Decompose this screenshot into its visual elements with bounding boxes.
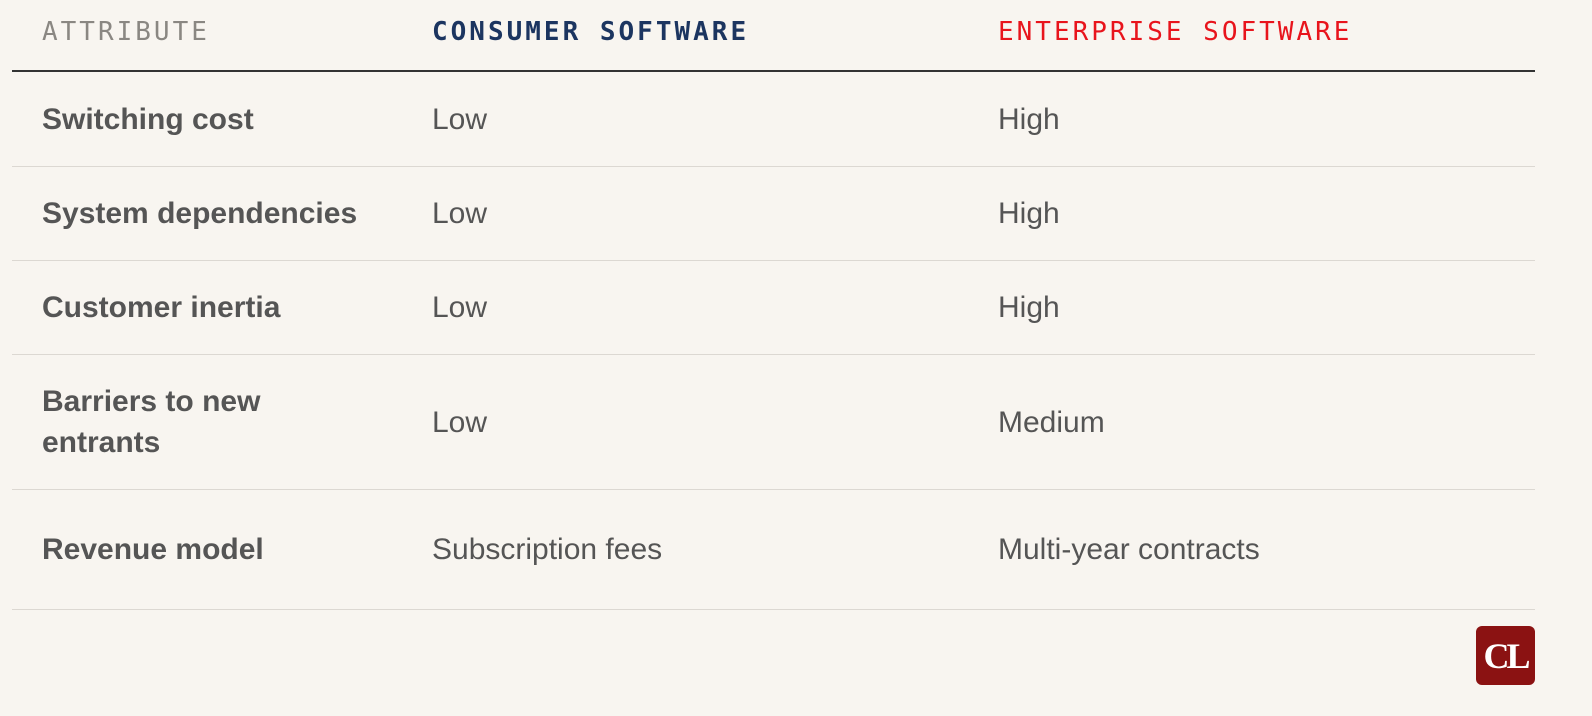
value-cell: Medium: [998, 405, 1105, 439]
value-cell: High: [998, 197, 1060, 230]
header-row: ATTRIBUTE CONSUMER SOFTWARE ENTERPRISE S…: [12, 0, 1535, 72]
header-cell: ATTRIBUTE: [42, 17, 210, 47]
table-row: System dependencies Low High: [12, 167, 1535, 261]
value-cell: Low: [432, 405, 488, 439]
value-cell: Low: [432, 197, 488, 230]
attribute-cell: Barriers to new entrants: [42, 385, 261, 459]
attribute-cell: Revenue model: [42, 533, 264, 566]
table-row: Switching cost Low High: [12, 72, 1535, 167]
header-cell: ENTERPRISE SOFTWARE: [998, 17, 1353, 47]
attribute-cell: Customer inertia: [42, 291, 281, 324]
value-cell: Low: [432, 102, 488, 136]
value-cell: Subscription fees: [432, 533, 663, 566]
logo: CL: [1476, 626, 1535, 685]
value-cell: High: [998, 102, 1060, 136]
attribute-cell: Switching cost: [42, 102, 254, 136]
attribute-cell: System dependencies: [42, 197, 358, 230]
header-cell: CONSUMER SOFTWARE: [432, 17, 750, 47]
table-row: Customer inertia Low High: [12, 261, 1535, 355]
table-row: Barriers to new entrants Low Medium: [12, 355, 1535, 490]
value-cell: High: [998, 291, 1060, 324]
table-row: Revenue model Subscription fees Multi-year…: [12, 490, 1535, 610]
value-cell: Low: [432, 291, 488, 324]
value-cell: Multi-year contracts: [998, 533, 1260, 566]
comparison-table: ATTRIBUTE CONSUMER SOFTWARE ENTERPRISE S…: [12, 0, 1535, 610]
